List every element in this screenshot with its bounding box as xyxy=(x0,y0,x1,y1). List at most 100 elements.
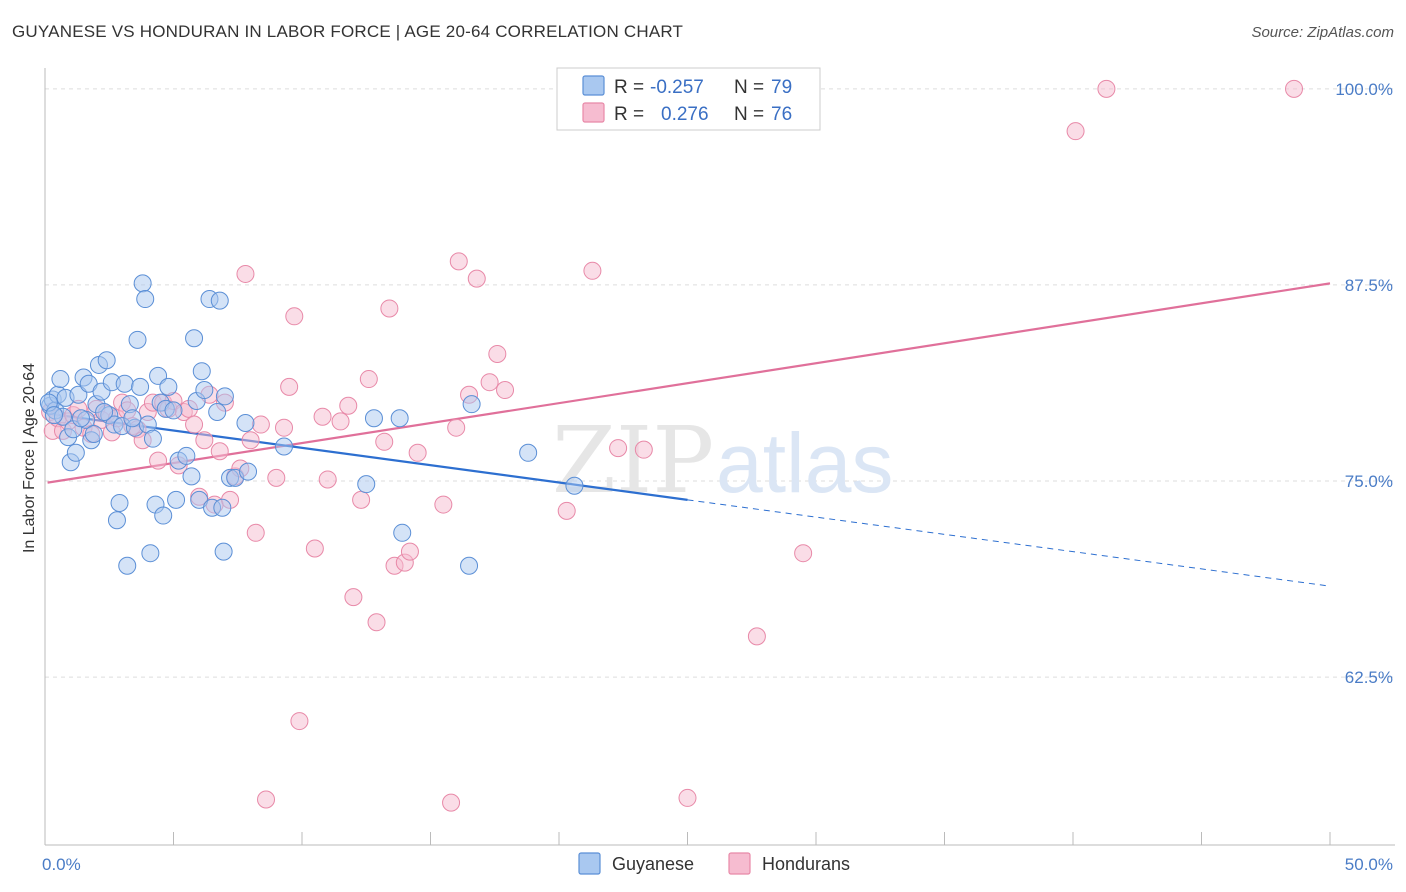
guyanese-point xyxy=(69,385,88,404)
guyanese-point xyxy=(462,395,481,414)
guyanese-trend-extension xyxy=(687,499,1331,587)
hondurans-point xyxy=(344,588,363,607)
guyanese-point xyxy=(215,387,234,406)
watermark-zip: ZIP xyxy=(552,407,714,514)
y-tick-label: 87.5% xyxy=(1345,276,1393,295)
legend-r-label-1: R = xyxy=(614,77,644,98)
hondurans-point xyxy=(359,370,378,389)
guyanese-point xyxy=(167,490,186,509)
hondurans-point xyxy=(305,539,324,558)
hondurans-point xyxy=(583,261,602,280)
guyanese-point xyxy=(393,523,412,542)
hondurans-trend-line xyxy=(47,282,1331,484)
hondurans-point xyxy=(449,252,468,271)
hondurans-point xyxy=(375,432,394,451)
guyanese-point xyxy=(390,409,409,428)
guyanese-point xyxy=(460,556,479,575)
hondurans-point xyxy=(380,299,399,318)
legend-n-label-2: N = xyxy=(734,104,764,125)
hondurans-point xyxy=(313,407,332,426)
guyanese-point xyxy=(195,381,214,400)
hondurans-point xyxy=(634,440,653,459)
hondurans-point xyxy=(1066,122,1085,141)
guyanese-point xyxy=(364,409,383,428)
guyanese-point xyxy=(84,424,103,443)
legend-top: R = -0.257 N = 79 R = 0.276 N = 76 xyxy=(556,67,821,131)
hondurans-point xyxy=(285,307,304,326)
hondurans-point xyxy=(241,431,260,450)
y-tick-label: 75.0% xyxy=(1345,472,1393,491)
y-axis-label: In Labor Force | Age 20-64 xyxy=(21,363,38,553)
hondurans-point xyxy=(1285,79,1304,98)
hondurans-point xyxy=(318,470,337,489)
hondurans-point xyxy=(267,468,286,487)
bottom-legend-guyanese: Guyanese xyxy=(612,854,694,874)
hondurans-point xyxy=(1097,79,1116,98)
axes xyxy=(44,68,1395,846)
guyanese-points xyxy=(39,274,584,575)
hondurans-point xyxy=(678,788,697,807)
legend-swatch-hondurans xyxy=(582,102,605,123)
hondurans-point xyxy=(367,613,386,632)
guyanese-point xyxy=(519,443,538,462)
hondurans-point xyxy=(236,264,255,283)
x-tick-labels: 0.0% 50.0% xyxy=(42,855,1393,874)
hondurans-point xyxy=(195,431,214,450)
hondurans-point xyxy=(280,377,299,396)
guyanese-point xyxy=(164,401,183,420)
guyanese-point xyxy=(143,429,162,448)
hondurans-trend xyxy=(47,282,1331,484)
guyanese-point xyxy=(236,413,255,432)
hondurans-point xyxy=(747,627,766,646)
legend-r-value-1: -0.257 xyxy=(650,77,704,98)
guyanese-point xyxy=(192,362,211,381)
guyanese-point xyxy=(213,498,232,517)
guyanese-point xyxy=(115,374,134,393)
guyanese-point xyxy=(159,377,178,396)
hondurans-point xyxy=(257,790,276,809)
chart-title: GUYANESE VS HONDURAN IN LABOR FORCE | AG… xyxy=(12,22,684,41)
guyanese-point xyxy=(182,467,201,486)
guyanese-point xyxy=(185,329,204,348)
hondurans-point xyxy=(210,442,229,461)
guyanese-point xyxy=(128,330,147,349)
hondurans-point xyxy=(467,269,486,288)
hondurans-point xyxy=(408,443,427,462)
hondurans-point xyxy=(400,542,419,561)
y-tick-labels: 62.5% 75.0% 87.5% 100.0% xyxy=(1335,80,1393,687)
hondurans-point xyxy=(488,344,507,363)
hondurans-point xyxy=(352,490,371,509)
guyanese-point xyxy=(107,511,126,530)
hondurans-point xyxy=(447,418,466,437)
guyanese-point xyxy=(149,366,168,385)
hondurans-point xyxy=(609,439,628,458)
guyanese-point xyxy=(154,506,173,525)
guyanese-point xyxy=(66,443,85,462)
guyanese-point xyxy=(131,377,150,396)
hondurans-point xyxy=(434,495,453,514)
legend-swatch-guyanese xyxy=(582,75,605,96)
grid-lines xyxy=(45,88,1395,678)
guyanese-point xyxy=(177,446,196,465)
guyanese-point xyxy=(275,437,294,456)
guyanese-point xyxy=(210,291,229,310)
legend-n-value-1: 79 xyxy=(771,77,792,98)
hondurans-point xyxy=(557,501,576,520)
x-tick-label: 50.0% xyxy=(1345,855,1393,874)
hondurans-point xyxy=(246,523,265,542)
legend-n-label-1: N = xyxy=(734,77,764,98)
guyanese-point xyxy=(51,370,70,389)
hondurans-point xyxy=(496,381,515,400)
bottom-legend-swatch-hondurans xyxy=(728,852,751,875)
guyanese-point xyxy=(44,406,63,425)
bottom-legend-swatch-guyanese xyxy=(578,852,601,875)
hondurans-point xyxy=(251,415,270,434)
y-tick-label: 100.0% xyxy=(1335,80,1393,99)
hondurans-point xyxy=(185,415,204,434)
guyanese-point xyxy=(118,556,137,575)
hondurans-point xyxy=(480,373,499,392)
y-tick-label: 62.5% xyxy=(1345,668,1393,687)
guyanese-point xyxy=(239,462,258,481)
hondurans-point xyxy=(442,793,461,812)
guyanese-point xyxy=(133,274,152,293)
